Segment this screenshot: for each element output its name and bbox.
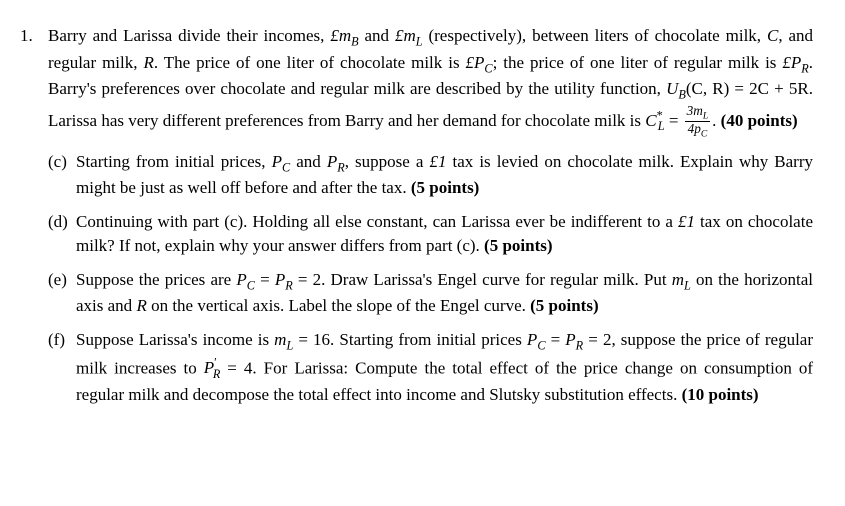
points-badge: (40 points) (721, 111, 798, 130)
var-PR: £PR (782, 53, 808, 72)
subpart-body: Starting from initial prices, PC and PR,… (76, 150, 813, 200)
text: Starting from initial prices, (76, 152, 272, 171)
var-mL: mL (274, 330, 293, 349)
subpart-label: (f) (48, 328, 76, 406)
text: and (359, 26, 395, 45)
var-R: R (143, 53, 153, 72)
points-badge: (5 points) (530, 296, 598, 315)
var-C: C (767, 26, 778, 45)
var-PC: PC (236, 270, 255, 289)
eq: = 16 (293, 330, 330, 349)
text: , suppose a (345, 152, 430, 171)
subpart-e: (e) Suppose the prices are PC = PR = 2. … (48, 268, 813, 318)
text: Continuing with part (c). Holding all el… (76, 212, 678, 231)
var-mL: mL (672, 270, 691, 289)
var-mL: £mL (395, 26, 423, 45)
tax-amount: £1 (429, 152, 446, 171)
eq: = (545, 330, 565, 349)
text: . (712, 111, 721, 130)
subpart-body: Suppose Larissa's income is mL = 16. Sta… (76, 328, 813, 406)
subpart-label: (e) (48, 268, 76, 318)
subpart-body: Continuing with part (c). Holding all el… (76, 210, 813, 258)
fraction: 3mL4pC (685, 104, 711, 140)
var-PR: PR (327, 152, 345, 171)
text: . The price of one liter of chocolate mi… (154, 53, 466, 72)
tax-amount: £1 (678, 212, 695, 231)
points-badge: (5 points) (411, 178, 479, 197)
utility-fn: UB(C, R) = 2C + 5R (666, 79, 809, 98)
text: Suppose Larissa's income is (76, 330, 274, 349)
problem-intro: Barry and Larissa divide their incomes, … (48, 24, 813, 140)
subpart-c: (c) Starting from initial prices, PC and… (48, 150, 813, 200)
text: (respectively), between liters of chocol… (423, 26, 767, 45)
eq: = 2 (583, 330, 611, 349)
problem-1: 1. Barry and Larissa divide their income… (20, 24, 813, 140)
eq: = 4 (220, 358, 252, 377)
subpart-f: (f) Suppose Larissa's income is mL = 16.… (48, 328, 813, 406)
points-badge: (5 points) (484, 236, 552, 255)
var-PC: PC (527, 330, 546, 349)
demand-CL: C*L (645, 111, 664, 130)
var-PR: PR (275, 270, 293, 289)
var-mB: £mB (330, 26, 358, 45)
subpart-label: (c) (48, 150, 76, 200)
eq: = 2 (293, 270, 321, 289)
text: on the vertical axis. Label the slope of… (147, 296, 530, 315)
problem-number: 1. (20, 24, 48, 140)
text: . Draw Larissa's Engel curve for regular… (321, 270, 672, 289)
var-PR: PR (565, 330, 583, 349)
var-PC: £PC (466, 53, 493, 72)
text: ; the price of one liter of regular milk… (493, 53, 783, 72)
eq: = (255, 270, 275, 289)
var-R: R (136, 296, 146, 315)
var-PRprime: P′R (204, 358, 221, 377)
subpart-label: (d) (48, 210, 76, 258)
subpart-body: Suppose the prices are PC = PR = 2. Draw… (76, 268, 813, 318)
text: Barry and Larissa divide their incomes, (48, 26, 330, 45)
equals: = (665, 111, 683, 130)
points-badge: (10 points) (682, 385, 759, 404)
text: Suppose the prices are (76, 270, 236, 289)
subpart-d: (d) Continuing with part (c). Holding al… (48, 210, 813, 258)
text: and (290, 152, 327, 171)
text: . Starting from initial prices (330, 330, 527, 349)
var-PC: PC (272, 152, 291, 171)
